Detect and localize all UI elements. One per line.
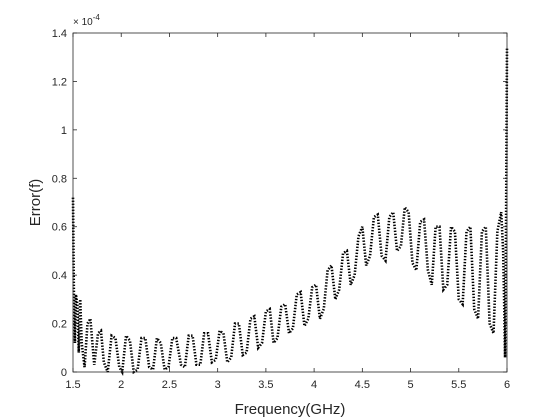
y-axis-exponent: × 10-4: [73, 13, 100, 28]
x-tick-label: 2.5: [162, 379, 177, 391]
y-axis-exponent-power: -4: [93, 13, 101, 22]
x-tick-label: 3: [215, 379, 221, 391]
x-tick-label: 5: [407, 379, 413, 391]
y-tick-label: 0.4: [52, 270, 67, 282]
plot-background: [73, 33, 507, 372]
y-axis-exponent-base: × 10: [73, 17, 93, 28]
plot-area: [73, 33, 507, 372]
y-tick-label: 0.6: [52, 222, 67, 234]
x-axis-label: Frequency(GHz): [235, 401, 346, 418]
y-tick-label: 1.4: [52, 28, 67, 40]
x-tick-label: 1.5: [65, 379, 80, 391]
x-tick-label: 2: [118, 379, 124, 391]
y-tick-label: 0.8: [52, 173, 67, 185]
y-axis-label: Error(f): [27, 179, 44, 227]
x-tick-label: 6: [504, 379, 510, 391]
x-tick-label: 4.5: [355, 379, 370, 391]
x-tick-label: 4: [311, 379, 317, 391]
y-tick-label: 1.2: [52, 76, 67, 88]
x-tick-label: 3.5: [258, 379, 273, 391]
y-tick-label: 0: [61, 367, 67, 379]
x-tick-label: 5.5: [451, 379, 466, 391]
y-tick-label: 1: [61, 125, 67, 137]
y-tick-label: 0.2: [52, 319, 67, 331]
